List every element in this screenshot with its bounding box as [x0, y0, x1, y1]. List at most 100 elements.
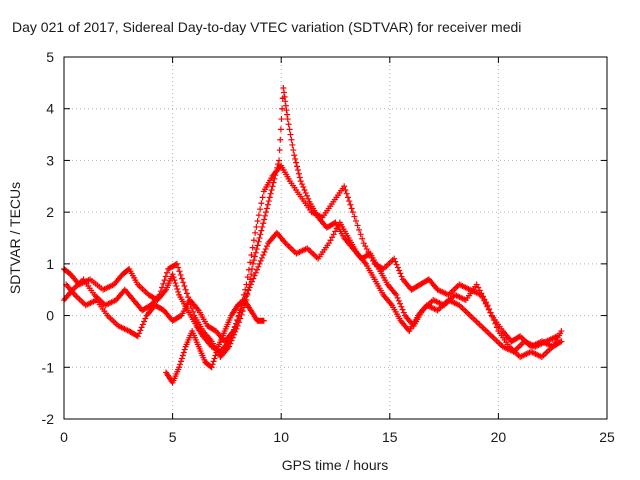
data-point — [248, 271, 255, 278]
data-point — [254, 218, 261, 225]
data-point — [177, 271, 184, 278]
data-point — [272, 172, 279, 179]
data-point — [342, 186, 349, 193]
data-point — [275, 161, 282, 168]
data-point — [249, 260, 256, 267]
data-point — [270, 179, 277, 186]
data-point — [235, 313, 242, 320]
data-point — [171, 277, 178, 284]
data-point — [134, 333, 141, 340]
data-point — [170, 274, 177, 281]
grid — [63, 56, 608, 420]
data-points — [61, 85, 565, 386]
data-point — [288, 136, 295, 143]
data-point — [226, 343, 233, 350]
x-axis-label: GPS time / hours — [282, 457, 389, 473]
data-point — [284, 111, 291, 118]
data-point — [212, 352, 219, 359]
data-point — [359, 235, 366, 242]
x-tick-label: 0 — [60, 429, 68, 445]
data-point — [276, 157, 283, 164]
data-point — [210, 358, 217, 365]
data-point — [211, 355, 218, 362]
data-point — [295, 170, 302, 177]
data-point — [289, 141, 296, 148]
data-point — [136, 330, 143, 337]
data-point — [284, 116, 291, 123]
data-point — [172, 280, 179, 287]
data-point — [246, 284, 253, 291]
data-point — [141, 318, 148, 325]
data-point — [263, 243, 270, 250]
data-point — [260, 251, 267, 258]
data-point — [259, 223, 266, 230]
plot-frame — [63, 56, 608, 420]
data-point — [393, 261, 400, 268]
data-point — [177, 361, 184, 368]
data-point — [344, 194, 351, 201]
data-point — [341, 183, 348, 190]
data-point — [237, 305, 244, 312]
data-point — [249, 278, 256, 285]
data-point — [294, 167, 301, 174]
data-point — [161, 277, 168, 284]
data-point — [157, 288, 164, 295]
data-point — [281, 93, 288, 100]
data-point — [251, 253, 258, 260]
data-point — [213, 349, 220, 356]
y-tick-label: 1 — [46, 256, 54, 272]
data-point — [257, 257, 264, 264]
data-point — [249, 244, 256, 251]
data-point — [554, 333, 561, 340]
data-point — [394, 264, 401, 271]
data-point — [265, 198, 272, 205]
data-point — [178, 355, 185, 362]
data-point — [492, 320, 499, 327]
data-point — [164, 269, 171, 276]
y-tick-label: 2 — [46, 204, 54, 220]
data-point — [229, 334, 236, 341]
data-point — [176, 364, 183, 371]
data-point — [183, 290, 190, 297]
data-point — [293, 159, 300, 166]
data-point — [234, 317, 241, 324]
data-point — [486, 305, 493, 312]
data-point — [227, 340, 234, 347]
data-point — [487, 309, 494, 316]
y-tick-label: -1 — [42, 359, 55, 375]
data-point — [174, 285, 181, 292]
data-point — [515, 333, 522, 340]
data-point — [248, 251, 255, 258]
data-point — [269, 183, 276, 190]
data-point — [397, 300, 404, 307]
data-point — [231, 324, 238, 331]
data-point — [162, 273, 169, 280]
y-axis-label: SDTVAR / TECUs — [7, 182, 23, 294]
data-point — [252, 249, 259, 256]
data-point — [346, 198, 353, 205]
data-point — [159, 284, 166, 291]
data-point — [190, 308, 197, 315]
x-tick-label: 15 — [382, 429, 398, 445]
data-point — [250, 275, 257, 282]
data-point — [257, 206, 264, 213]
series-arc-b — [61, 85, 565, 360]
data-point — [276, 147, 283, 154]
series-arc-a — [61, 162, 565, 355]
data-point — [354, 222, 361, 229]
data-point — [351, 213, 358, 220]
data-point — [175, 264, 182, 271]
data-point — [253, 223, 260, 230]
data-point — [175, 288, 182, 295]
data-point — [357, 231, 364, 238]
data-point — [173, 260, 180, 267]
x-tick-label: 10 — [273, 429, 289, 445]
data-point — [274, 164, 281, 171]
data-point — [255, 263, 262, 270]
data-point — [286, 126, 293, 133]
data-point — [278, 116, 285, 123]
data-point — [160, 280, 167, 287]
data-point — [261, 216, 268, 223]
data-point — [258, 254, 265, 261]
